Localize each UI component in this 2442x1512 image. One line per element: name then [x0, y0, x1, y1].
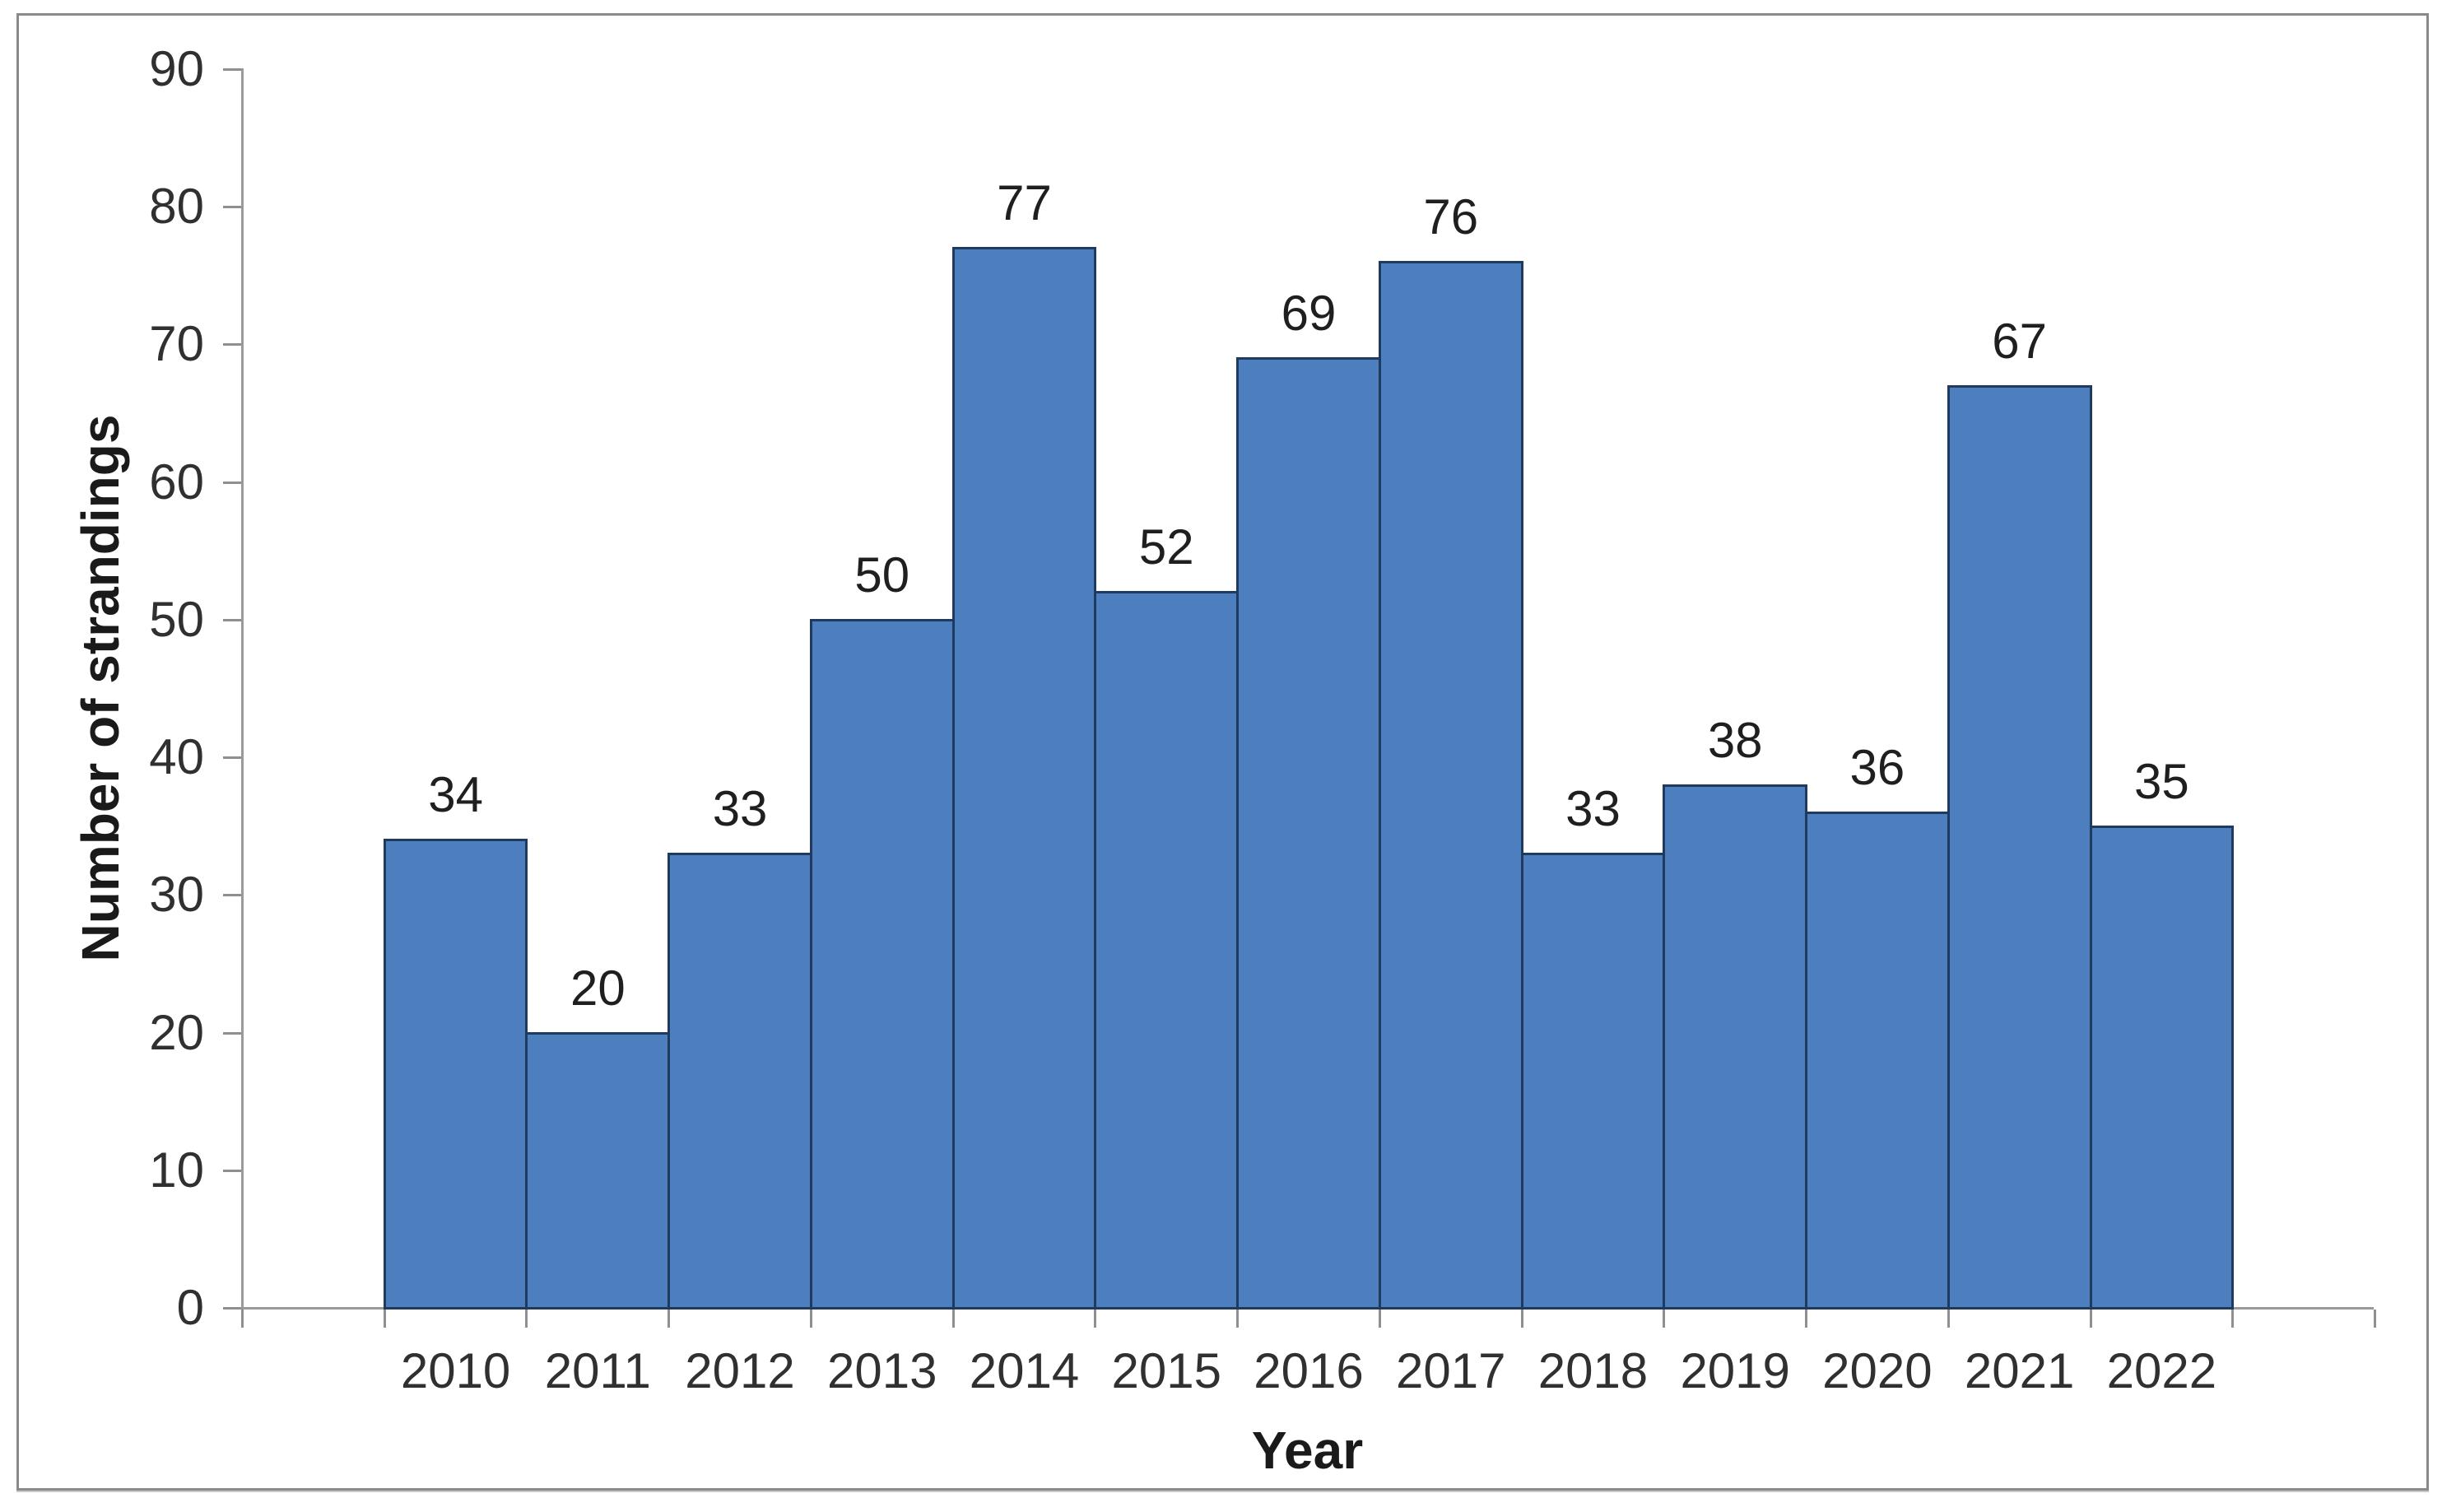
y-tick-mark	[223, 618, 241, 621]
y-tick-mark	[223, 1307, 241, 1310]
x-tick-mark	[241, 1310, 244, 1328]
bar	[1378, 261, 1523, 1310]
y-tick-mark	[223, 1169, 241, 1172]
x-tick-label: 2020	[1822, 1343, 1933, 1398]
x-tick-mark	[1520, 1310, 1523, 1328]
bar-value-label: 33	[1565, 781, 1621, 837]
x-tick-mark	[1805, 1310, 1808, 1328]
bar	[1236, 357, 1381, 1310]
bar-value-label: 33	[712, 781, 768, 837]
x-tick-mark	[951, 1310, 955, 1328]
bar-value-label: 20	[570, 960, 626, 1016]
bar-value-label: 35	[2134, 753, 2189, 809]
y-tick-mark	[223, 894, 241, 897]
bar-value-label: 38	[1707, 712, 1763, 768]
x-tick-mark	[809, 1310, 812, 1328]
x-tick-label: 2016	[1254, 1343, 1364, 1398]
x-tick-mark	[383, 1310, 386, 1328]
x-tick-label: 2014	[969, 1343, 1080, 1398]
bar	[2089, 825, 2235, 1310]
x-tick-mark	[1947, 1310, 1950, 1328]
y-tick-mark	[223, 1031, 241, 1035]
bar-value-label: 77	[997, 175, 1052, 231]
x-tick-mark	[1094, 1310, 1097, 1328]
x-tick-label: 2015	[1111, 1343, 1221, 1398]
x-tick-label: 2018	[1537, 1343, 1649, 1398]
x-tick-mark	[525, 1310, 528, 1328]
y-tick-label: 20	[149, 1004, 204, 1060]
y-tick-label: 80	[149, 179, 204, 235]
bar-value-label: 50	[854, 547, 910, 602]
bar	[1094, 591, 1240, 1310]
y-tick-label: 60	[149, 454, 204, 509]
bar	[1663, 784, 1808, 1310]
y-tick-mark	[223, 481, 241, 484]
x-tick-mark	[1236, 1310, 1240, 1328]
bar	[525, 1031, 671, 1310]
y-tick-mark	[223, 68, 241, 71]
bar-value-label: 36	[1849, 740, 1905, 795]
bar	[1805, 812, 1950, 1310]
x-tick-mark	[667, 1310, 671, 1328]
bar	[1520, 853, 1666, 1310]
x-tick-mark	[1378, 1310, 1381, 1328]
y-tick-label: 10	[149, 1142, 204, 1198]
bar	[809, 618, 955, 1310]
x-tick-label: 2022	[2106, 1343, 2217, 1398]
x-tick-label: 2017	[1395, 1343, 1506, 1398]
x-tick-mark	[1663, 1310, 1666, 1328]
y-tick-label: 70	[149, 316, 204, 372]
bar	[1947, 384, 2092, 1310]
bar-value-label: 69	[1281, 286, 1337, 342]
y-tick-label: 0	[176, 1280, 204, 1335]
x-tick-label: 2011	[544, 1343, 651, 1398]
y-tick-mark	[223, 206, 241, 209]
bar	[383, 839, 528, 1310]
bar-value-label: 67	[1992, 313, 2048, 369]
x-tick-label: 2021	[1964, 1343, 2075, 1398]
x-tick-label: 2013	[827, 1343, 937, 1398]
y-tick-mark	[223, 343, 241, 347]
y-tick-mark	[223, 756, 241, 760]
bar-value-label: 52	[1138, 519, 1194, 575]
y-axis-title: Number of strandings	[71, 414, 130, 961]
bar	[951, 247, 1097, 1310]
y-tick-label: 40	[149, 729, 204, 785]
x-tick-label: 2019	[1680, 1343, 1790, 1398]
y-tick-label: 30	[149, 867, 204, 923]
x-tick-mark	[2089, 1310, 2092, 1328]
figure-border	[16, 13, 2429, 1491]
x-tick-label: 2010	[400, 1343, 511, 1398]
x-tick-mark	[2231, 1310, 2235, 1328]
y-axis-line	[241, 68, 244, 1310]
x-tick-mark	[2374, 1310, 2376, 1328]
bar	[667, 853, 812, 1310]
bar-value-label: 76	[1423, 189, 1479, 245]
bar-value-label: 34	[428, 767, 483, 823]
y-tick-label: 50	[149, 591, 204, 647]
y-tick-label: 90	[149, 41, 204, 96]
x-tick-label: 2012	[685, 1343, 795, 1398]
x-axis-title: Year	[1251, 1421, 1364, 1480]
